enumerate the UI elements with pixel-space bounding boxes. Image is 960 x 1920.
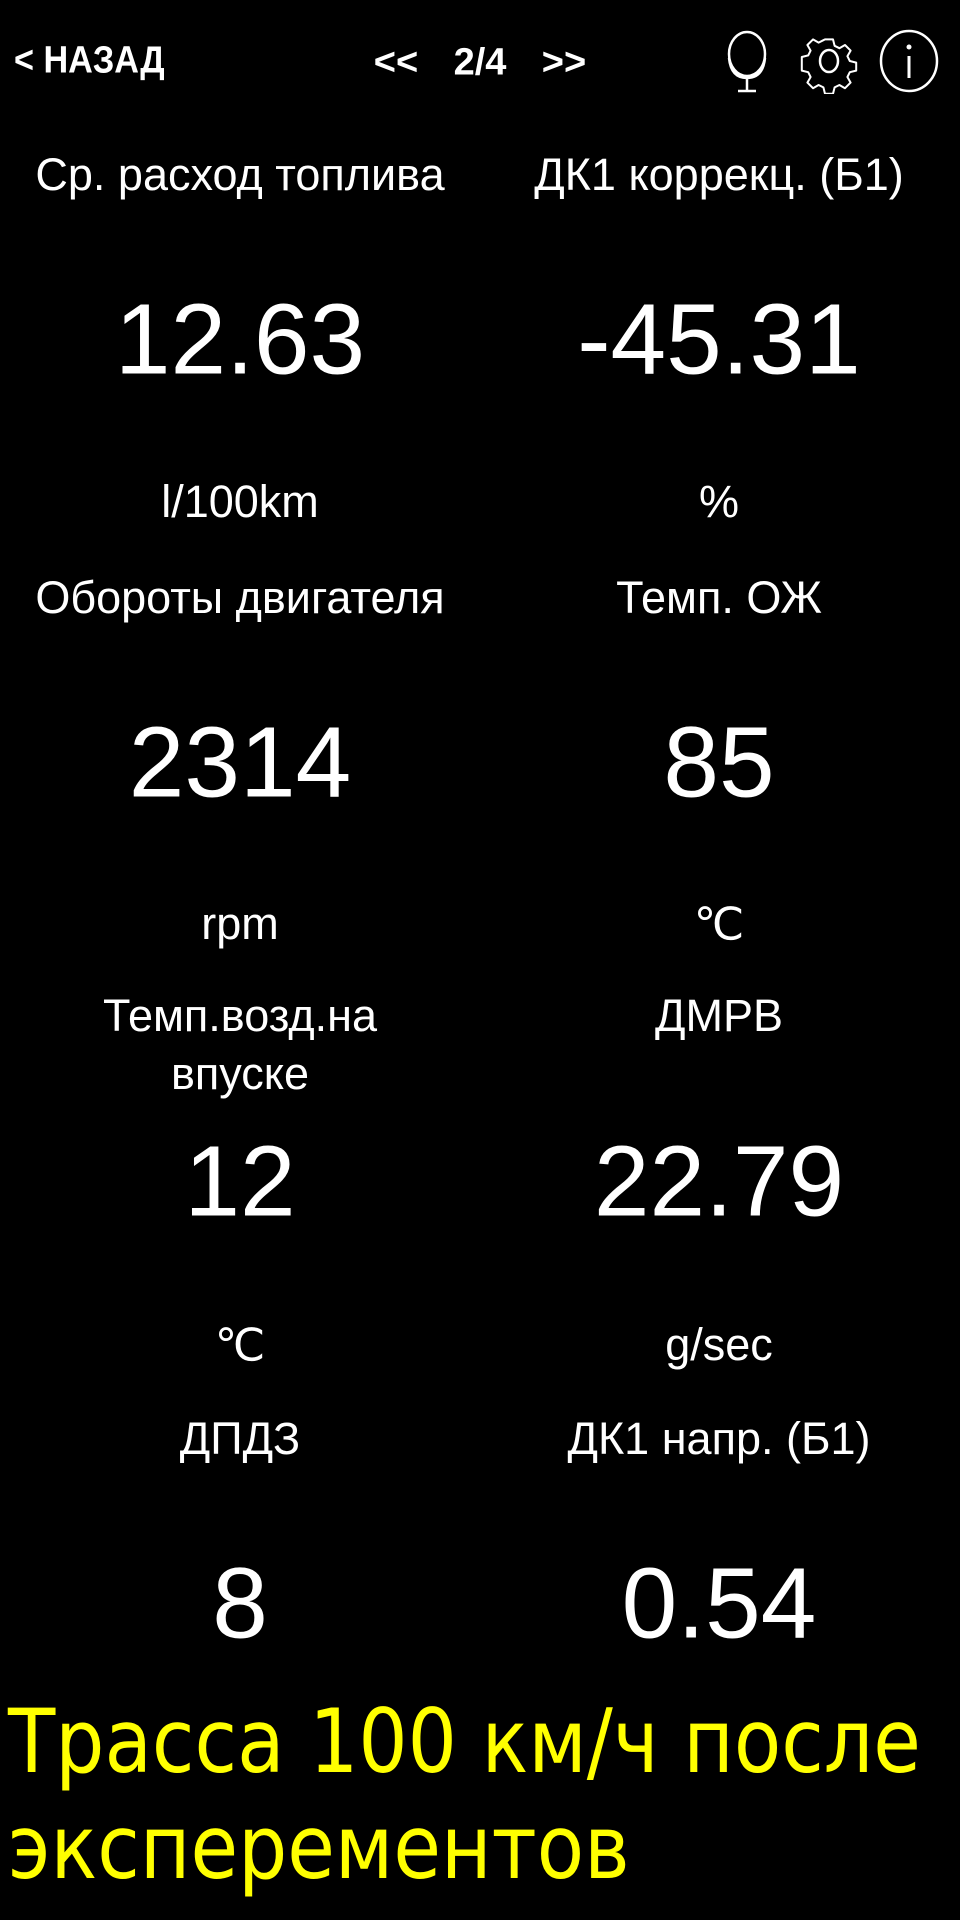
gauge-unit: % xyxy=(698,476,740,527)
gauge-value: 12.63 xyxy=(114,283,366,396)
gauge-label: ДПДЗ xyxy=(179,1413,301,1464)
gauge-value: 85 xyxy=(663,706,775,819)
gauge-label: ДМРВ xyxy=(655,990,783,1041)
gear-icon[interactable] xyxy=(796,28,862,94)
gauge-value: 12 xyxy=(184,1125,296,1238)
prev-page-button[interactable]: << xyxy=(373,41,419,84)
gauge-label: ДК1 напр. (Б1) xyxy=(567,1413,871,1464)
gauge-value: 8 xyxy=(212,1547,268,1660)
gauge-label: Темп.возд.на впуске xyxy=(103,990,377,1099)
overlay-note-line-2: эксперементов xyxy=(8,1796,630,1899)
gauge-value: 2314 xyxy=(128,706,352,819)
gauge-unit: g/sec xyxy=(665,1319,773,1370)
gauge-unit: ℃ xyxy=(693,898,745,950)
gauge-label: Ср. расход топлива xyxy=(35,149,445,200)
gauge-unit: ℃ xyxy=(214,1319,266,1371)
overlay-note-line-1: Трасса 100 км/ч после xyxy=(8,1690,921,1793)
info-icon[interactable] xyxy=(876,28,942,94)
gauge-label: Темп. ОЖ xyxy=(616,572,822,623)
gauge-label: Обороты двигателя xyxy=(35,572,445,623)
mirror-icon[interactable] xyxy=(714,28,780,94)
gauge-value: -45.31 xyxy=(577,283,861,396)
back-button[interactable]: < НАЗАД xyxy=(14,39,165,82)
gauge-value: 0.54 xyxy=(621,1547,817,1660)
gauge-value: 22.79 xyxy=(593,1125,845,1238)
next-page-button[interactable]: >> xyxy=(541,41,587,84)
page-indicator: 2/4 xyxy=(453,41,507,84)
gauge-unit: l/100km xyxy=(161,476,319,527)
gauge-unit: rpm xyxy=(201,898,279,949)
gauge-label: ДК1 коррекц. (Б1) xyxy=(534,149,904,200)
